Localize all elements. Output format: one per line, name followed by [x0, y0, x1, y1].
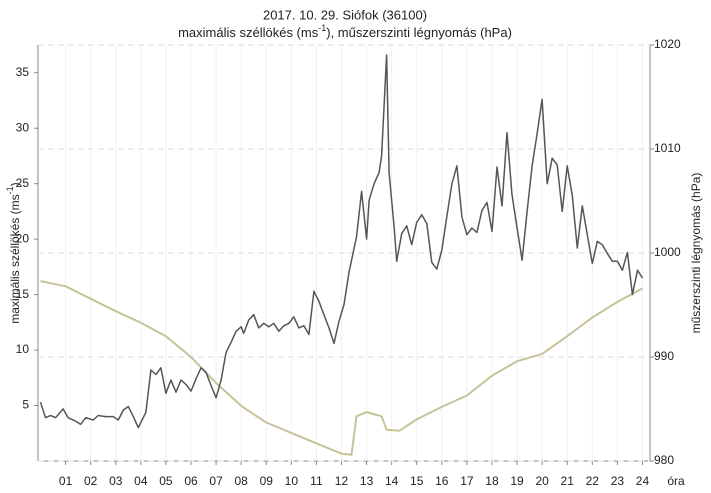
x-tick-label: 04 [134, 474, 148, 488]
y2-tick-label: 1020 [654, 37, 681, 51]
chart-title: 2017. 10. 29. Siófok (36100) [263, 7, 427, 22]
x-axis-label: óra [667, 474, 685, 488]
x-tick-label: 05 [159, 474, 173, 488]
x-tick-label: 24 [636, 474, 650, 488]
chart: 2017. 10. 29. Siófok (36100) maximális s… [0, 0, 711, 493]
y-tick-label: 15 [16, 287, 30, 301]
subtitle-sup: -1 [318, 23, 326, 33]
y-tick-label: 35 [16, 65, 30, 79]
y2-tick-label: 1000 [654, 245, 681, 259]
y-tick-label: 20 [16, 231, 30, 245]
x-tick-label: 20 [535, 474, 549, 488]
x-tick-label: 22 [586, 474, 600, 488]
x-tick-label: 08 [234, 474, 248, 488]
x-tick-label: 02 [84, 474, 98, 488]
x-tick-label: 19 [510, 474, 524, 488]
x-tick-label: 09 [260, 474, 274, 488]
y2-tick-label: 1010 [654, 141, 681, 155]
x-tick-label: 07 [209, 474, 223, 488]
x-tick-label: 17 [460, 474, 474, 488]
x-tick-label: 12 [335, 474, 349, 488]
x-tick-label: 03 [109, 474, 123, 488]
x-tick-label: 11 [310, 474, 323, 488]
y2-axis-label: műszerszinti légnyomás (hPa) [689, 173, 703, 334]
y-tick-label: 30 [16, 120, 30, 134]
x-tick-label: 18 [485, 474, 499, 488]
subtitle-part: ), műszerszinti légnyomás (hPa) [326, 25, 512, 40]
y2-tick-label: 980 [654, 453, 674, 467]
x-tick-label: 13 [360, 474, 374, 488]
y2-tick-label: 990 [654, 349, 674, 363]
subtitle-part: maximális széllökés (ms [178, 25, 319, 40]
y-label-sup: -1 [5, 186, 15, 194]
x-tick-label: 15 [410, 474, 424, 488]
y-label-part: maximális széllökés (ms [8, 194, 22, 323]
x-tick-label: 10 [285, 474, 299, 488]
x-tick-label: 14 [385, 474, 399, 488]
chart-subtitle: maximális széllökés (ms-1), műszerszinti… [178, 23, 512, 40]
x-tick-label: 01 [59, 474, 73, 488]
x-tick-label: 16 [435, 474, 449, 488]
y-tick-label: 25 [16, 176, 30, 190]
y-axis-label: maximális széllökés (ms-1) [5, 182, 22, 323]
y-tick-label: 5 [22, 398, 29, 412]
y-tick-label: 10 [16, 342, 30, 356]
x-tick-label: 21 [561, 474, 575, 488]
x-tick-label: 06 [184, 474, 198, 488]
x-tick-label: 23 [611, 474, 625, 488]
